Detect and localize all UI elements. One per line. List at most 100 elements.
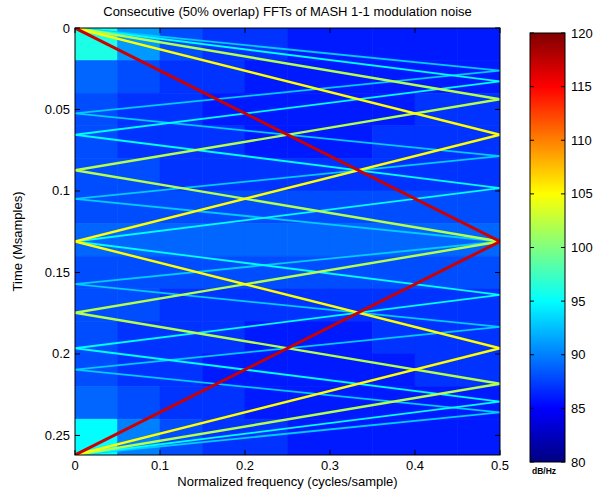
colorbar bbox=[530, 33, 565, 462]
tone-line bbox=[75, 28, 500, 455]
x-tick bbox=[160, 28, 161, 33]
y-tick-label: 0.1 bbox=[52, 183, 70, 198]
y-tick-label: 0.2 bbox=[52, 346, 70, 361]
x-tick bbox=[415, 28, 416, 33]
y-tick bbox=[495, 190, 500, 191]
plot-frame bbox=[75, 28, 500, 455]
y-tick bbox=[495, 28, 500, 29]
cell bbox=[203, 224, 246, 257]
cell bbox=[245, 158, 288, 191]
cell bbox=[458, 28, 501, 61]
colorbar-tick bbox=[530, 86, 534, 87]
colorbar-label: dB/Hz bbox=[532, 466, 556, 476]
cell bbox=[330, 419, 373, 455]
cell bbox=[415, 28, 458, 61]
cell bbox=[330, 256, 373, 289]
x-tick bbox=[160, 450, 161, 455]
tone-line bbox=[75, 28, 500, 455]
plot-area bbox=[75, 28, 500, 455]
colorbar-tick bbox=[561, 86, 565, 87]
y-tick bbox=[495, 435, 500, 436]
x-tick-label: 0.5 bbox=[491, 458, 509, 473]
y-axis-title: Time (Msamples) bbox=[10, 192, 25, 292]
x-tick-label: 0.3 bbox=[321, 458, 339, 473]
y-tick bbox=[75, 272, 80, 273]
colorbar-tick-label: 115 bbox=[571, 79, 592, 94]
colorbar-tick bbox=[561, 354, 565, 355]
y-tick-label: 0.15 bbox=[45, 265, 70, 280]
colorbar-tick-label: 100 bbox=[571, 240, 593, 255]
x-tick bbox=[330, 450, 331, 455]
x-tick bbox=[500, 450, 501, 455]
colorbar-tick bbox=[530, 354, 534, 355]
colorbar-tick-label: 105 bbox=[571, 186, 593, 201]
colorbar-tick bbox=[530, 33, 534, 34]
colorbar-tick bbox=[561, 247, 565, 248]
x-tick bbox=[330, 28, 331, 33]
colorbar-tick bbox=[561, 408, 565, 409]
cell bbox=[245, 28, 288, 61]
colorbar-tick-label: 85 bbox=[571, 401, 585, 416]
y-tick-label: 0.05 bbox=[45, 102, 70, 117]
x-tick bbox=[75, 28, 76, 33]
colorbar-tick bbox=[561, 140, 565, 141]
x-tick bbox=[245, 28, 246, 33]
cell bbox=[330, 387, 373, 420]
tone-line bbox=[75, 28, 500, 455]
colorbar-tick-label: 90 bbox=[571, 347, 585, 362]
cell bbox=[203, 289, 246, 322]
x-tick-label: 0.4 bbox=[406, 458, 424, 473]
colorbar-tick bbox=[530, 301, 534, 302]
cell bbox=[373, 28, 416, 61]
cell bbox=[415, 419, 458, 455]
chart: Consecutive (50% overlap) FFTs of MASH 1… bbox=[0, 0, 606, 491]
x-axis-title: Normalized frequency (cycles/sample) bbox=[177, 474, 397, 489]
colorbar-tick bbox=[530, 408, 534, 409]
cell bbox=[373, 93, 416, 126]
x-tick bbox=[245, 450, 246, 455]
tone-line bbox=[75, 28, 500, 455]
colorbar-tick-label: 110 bbox=[571, 133, 592, 148]
cell bbox=[458, 419, 501, 455]
cell bbox=[288, 224, 331, 257]
x-tick-label: 0.1 bbox=[151, 458, 169, 473]
y-tick-label: 0 bbox=[63, 21, 70, 36]
y-tick bbox=[75, 109, 80, 110]
y-tick bbox=[75, 28, 80, 29]
cell bbox=[458, 191, 501, 224]
y-tick bbox=[75, 190, 80, 191]
y-tick bbox=[495, 272, 500, 273]
x-tick bbox=[415, 450, 416, 455]
x-tick-label: 0 bbox=[71, 458, 78, 473]
colorbar-tick-label: 120 bbox=[571, 26, 593, 41]
colorbar-tick bbox=[530, 140, 534, 141]
colorbar-tick bbox=[530, 193, 534, 194]
cell bbox=[75, 61, 118, 94]
colorbar-tick-label: 95 bbox=[571, 294, 585, 309]
cell bbox=[75, 387, 118, 420]
cell bbox=[415, 321, 458, 354]
colorbar-tick-label: 80 bbox=[571, 455, 585, 470]
colorbar-tick bbox=[530, 462, 534, 463]
colorbar-tick bbox=[561, 33, 565, 34]
cell bbox=[373, 126, 416, 159]
cell bbox=[330, 321, 373, 354]
y-tick-label: 0.25 bbox=[45, 428, 70, 443]
colorbar-tick bbox=[561, 462, 565, 463]
x-tick bbox=[75, 450, 76, 455]
cell bbox=[118, 61, 161, 94]
title: Consecutive (50% overlap) FFTs of MASH 1… bbox=[103, 4, 472, 19]
tone-line bbox=[75, 28, 500, 455]
cell bbox=[288, 93, 331, 126]
cell bbox=[245, 224, 288, 257]
y-tick bbox=[75, 353, 80, 354]
colorbar-tick bbox=[530, 247, 534, 248]
x-tick bbox=[500, 28, 501, 33]
y-tick bbox=[495, 353, 500, 354]
cell bbox=[288, 354, 331, 387]
x-tick-label: 0.2 bbox=[236, 458, 254, 473]
y-tick bbox=[75, 435, 80, 436]
y-tick bbox=[495, 109, 500, 110]
colorbar-tick bbox=[561, 301, 565, 302]
colorbar-tick bbox=[561, 193, 565, 194]
